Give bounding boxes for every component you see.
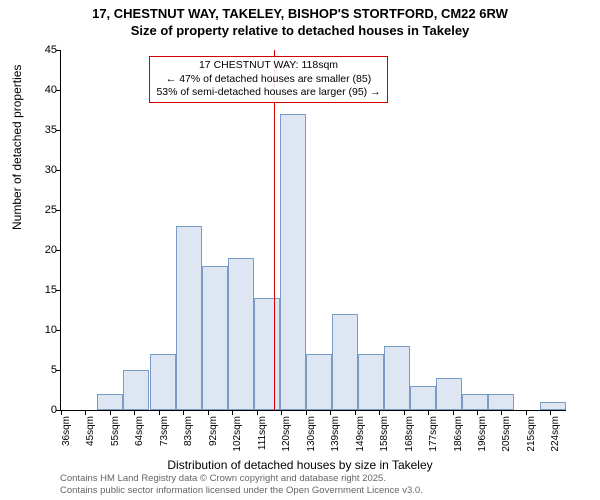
histogram-bar [97,394,123,410]
x-tick-mark [306,410,307,415]
y-tick-mark [56,170,61,171]
x-tick-mark [134,410,135,415]
x-tick-mark [232,410,233,415]
x-axis-label: Distribution of detached houses by size … [0,458,600,472]
x-tick-label: 177sqm [428,416,439,452]
histogram-bar [254,298,280,410]
histogram-bar [332,314,358,410]
y-tick-mark [56,90,61,91]
histogram-bar [384,346,410,410]
annotation-callout: 17 CHESTNUT WAY: 118sqm← 47% of detached… [149,56,387,103]
x-tick-mark [453,410,454,415]
annotation-line3: 53% of semi-detached houses are larger (… [156,86,380,100]
x-tick-label: 55sqm [110,416,121,446]
histogram-bar [462,394,488,410]
y-tick-mark [56,250,61,251]
title-line1: 17, CHESTNUT WAY, TAKELEY, BISHOP'S STOR… [0,6,600,23]
footer-line1: Contains HM Land Registry data © Crown c… [60,473,423,484]
property-marker-line [274,50,275,410]
x-tick-mark [355,410,356,415]
x-tick-mark [428,410,429,415]
y-tick-mark [56,210,61,211]
chart-plot-area: 05101520253035404536sqm45sqm55sqm64sqm73… [60,50,566,411]
attribution-footer: Contains HM Land Registry data © Crown c… [60,473,423,496]
title-line2: Size of property relative to detached ho… [0,23,600,40]
x-tick-mark [110,410,111,415]
histogram-bar [150,354,176,410]
x-tick-label: 215sqm [526,416,537,452]
histogram-bar [280,114,306,410]
x-tick-label: 205sqm [501,416,512,452]
x-tick-mark [550,410,551,415]
x-tick-label: 224sqm [550,416,561,452]
x-tick-label: 45sqm [85,416,96,446]
x-tick-mark [404,410,405,415]
x-tick-label: 139sqm [330,416,341,452]
histogram-bar [358,354,384,410]
chart-title: 17, CHESTNUT WAY, TAKELEY, BISHOP'S STOR… [0,0,600,40]
y-tick-mark [56,370,61,371]
histogram-bar [228,258,254,410]
annotation-line1: 17 CHESTNUT WAY: 118sqm [156,59,380,73]
x-tick-mark [281,410,282,415]
x-tick-label: 102sqm [232,416,243,452]
x-tick-mark [379,410,380,415]
x-tick-mark [85,410,86,415]
x-tick-label: 36sqm [61,416,72,446]
x-tick-mark [501,410,502,415]
x-tick-label: 196sqm [477,416,488,452]
histogram-bar [123,370,149,410]
x-tick-mark [257,410,258,415]
y-tick-mark [56,130,61,131]
y-tick-mark [56,290,61,291]
x-tick-label: 83sqm [183,416,194,446]
x-tick-label: 158sqm [379,416,390,452]
x-tick-label: 186sqm [453,416,464,452]
x-tick-label: 168sqm [404,416,415,452]
annotation-line2: ← 47% of detached houses are smaller (85… [156,73,380,87]
x-tick-mark [477,410,478,415]
x-tick-label: 111sqm [257,416,268,450]
y-axis-label: Number of detached properties [10,65,24,230]
histogram-bar [540,402,566,410]
x-tick-mark [159,410,160,415]
histogram-bar [488,394,514,410]
footer-line2: Contains public sector information licen… [60,485,423,496]
histogram-bar [176,226,202,410]
x-tick-label: 64sqm [134,416,145,446]
y-tick-mark [56,330,61,331]
x-tick-mark [208,410,209,415]
x-tick-mark [183,410,184,415]
x-tick-mark [61,410,62,415]
histogram-bar [306,354,332,410]
histogram-bar [202,266,228,410]
x-tick-label: 92sqm [208,416,219,446]
x-tick-label: 120sqm [281,416,292,452]
x-tick-label: 149sqm [355,416,366,452]
y-tick-mark [56,50,61,51]
histogram-bar [436,378,462,410]
x-tick-mark [526,410,527,415]
x-tick-label: 130sqm [306,416,317,452]
x-tick-mark [330,410,331,415]
histogram-bar [410,386,436,410]
x-tick-label: 73sqm [159,416,170,446]
